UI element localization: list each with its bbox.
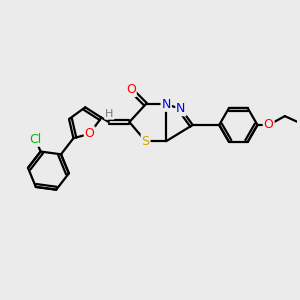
Text: H: H	[105, 109, 114, 119]
Text: O: O	[264, 118, 274, 131]
Text: N: N	[161, 98, 171, 111]
Text: O: O	[85, 127, 94, 140]
Text: S: S	[142, 135, 150, 148]
Text: O: O	[126, 83, 136, 96]
Text: N: N	[176, 102, 186, 115]
Text: Cl: Cl	[29, 133, 42, 146]
